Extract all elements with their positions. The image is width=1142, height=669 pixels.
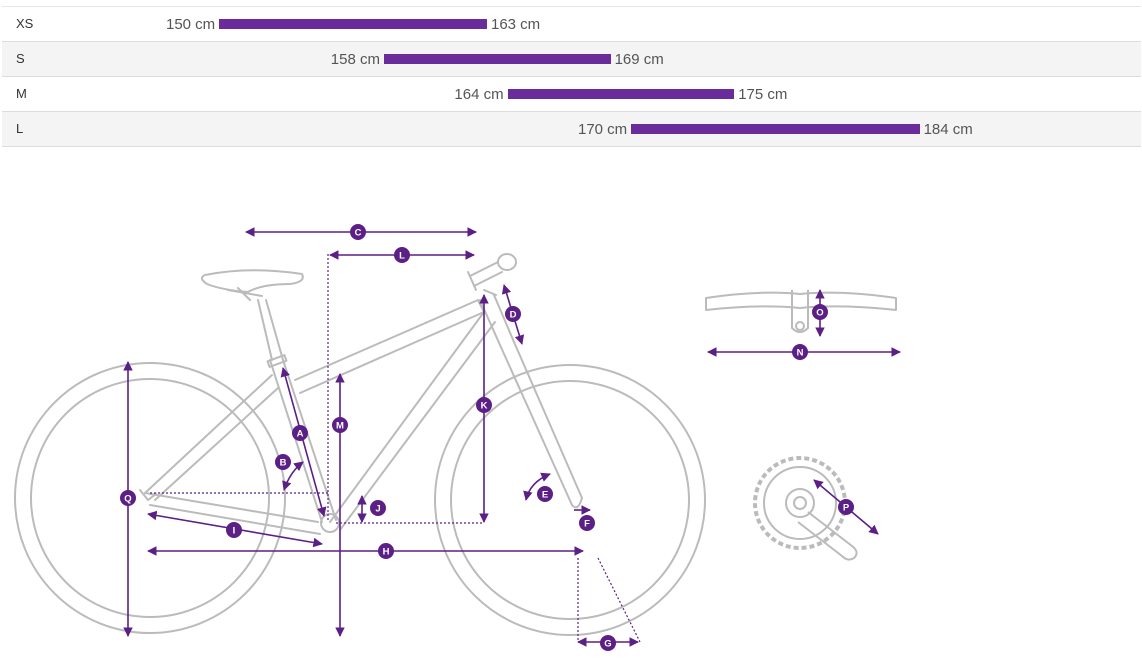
height-range-bar [219,19,487,29]
size-chart: XS 150 cm 163 cm S 158 cm 169 cm M 164 cm 175 cm… [2,6,1141,147]
height-range: 158 cm 169 cm [331,42,664,76]
size-label: S [16,51,25,66]
range-max-label: 169 cm [614,51,664,68]
marker-label: N [797,348,804,359]
handlebar-outline [705,290,897,333]
marker-b: B [275,454,291,470]
marker-k: K [476,397,492,413]
marker-label: H [383,547,390,558]
marker-label: E [542,490,548,501]
range-max-label: 163 cm [490,16,541,33]
height-range-bar [507,89,735,99]
height-range: 170 cm 184 cm [578,112,973,146]
measurement-arrows [123,227,639,647]
marker-c: C [350,224,366,240]
marker-i: I [226,522,242,538]
marker-label: J [375,504,380,515]
height-range-bar [631,124,920,134]
marker-label: G [604,639,611,650]
marker-n: N [792,344,808,360]
marker-label: A [297,429,304,440]
handlebar-arrows [707,289,901,357]
marker-h: H [378,543,394,559]
size-row-l: L 170 cm 184 cm [2,112,1141,147]
size-row-xs: XS 150 cm 163 cm [2,6,1141,42]
marker-q: Q [120,490,136,506]
size-label: M [16,86,27,101]
bicycle-frame-outline [14,253,706,636]
size-row-s: S 158 cm 169 cm [2,42,1141,77]
range-max-label: 184 cm [923,121,973,138]
marker-m: M [332,417,348,433]
marker-d: D [505,306,521,322]
marker-label: F [584,519,590,530]
marker-e: E [537,486,553,502]
marker-p: P [838,499,854,515]
height-range: 150 cm 163 cm [166,7,540,41]
height-range-bar [384,54,611,64]
marker-f: F [579,515,595,531]
size-label: XS [16,16,34,31]
size-label: L [16,121,24,136]
marker-label: D [510,310,517,321]
marker-label: K [481,401,488,412]
range-max-label: 175 cm [738,86,788,103]
range-min-label: 150 cm [165,16,216,33]
marker-label: B [280,458,287,469]
geometry-markers: C L D K M A B J Q I H E F G O N P [120,224,854,651]
marker-label: C [355,228,362,239]
reference-lines [150,254,641,643]
marker-label: O [816,308,823,319]
marker-label: Q [124,494,131,505]
range-min-label: 158 cm [330,51,380,68]
marker-label: P [843,503,850,514]
range-min-label: 164 cm [454,86,504,103]
marker-label: M [336,421,344,432]
geometry-diagram: C L D K M A B J Q I H E F G O N P [14,224,901,651]
height-range: 164 cm 175 cm [454,77,787,111]
marker-g: G [600,635,616,651]
marker-label: I [233,526,236,537]
size-row-m: M 164 cm 175 cm [2,77,1141,112]
marker-label: L [399,251,405,262]
marker-l: L [394,247,410,263]
marker-a: A [292,425,308,441]
marker-o: O [812,304,828,320]
marker-j: J [370,500,386,516]
range-min-label: 170 cm [577,121,628,138]
